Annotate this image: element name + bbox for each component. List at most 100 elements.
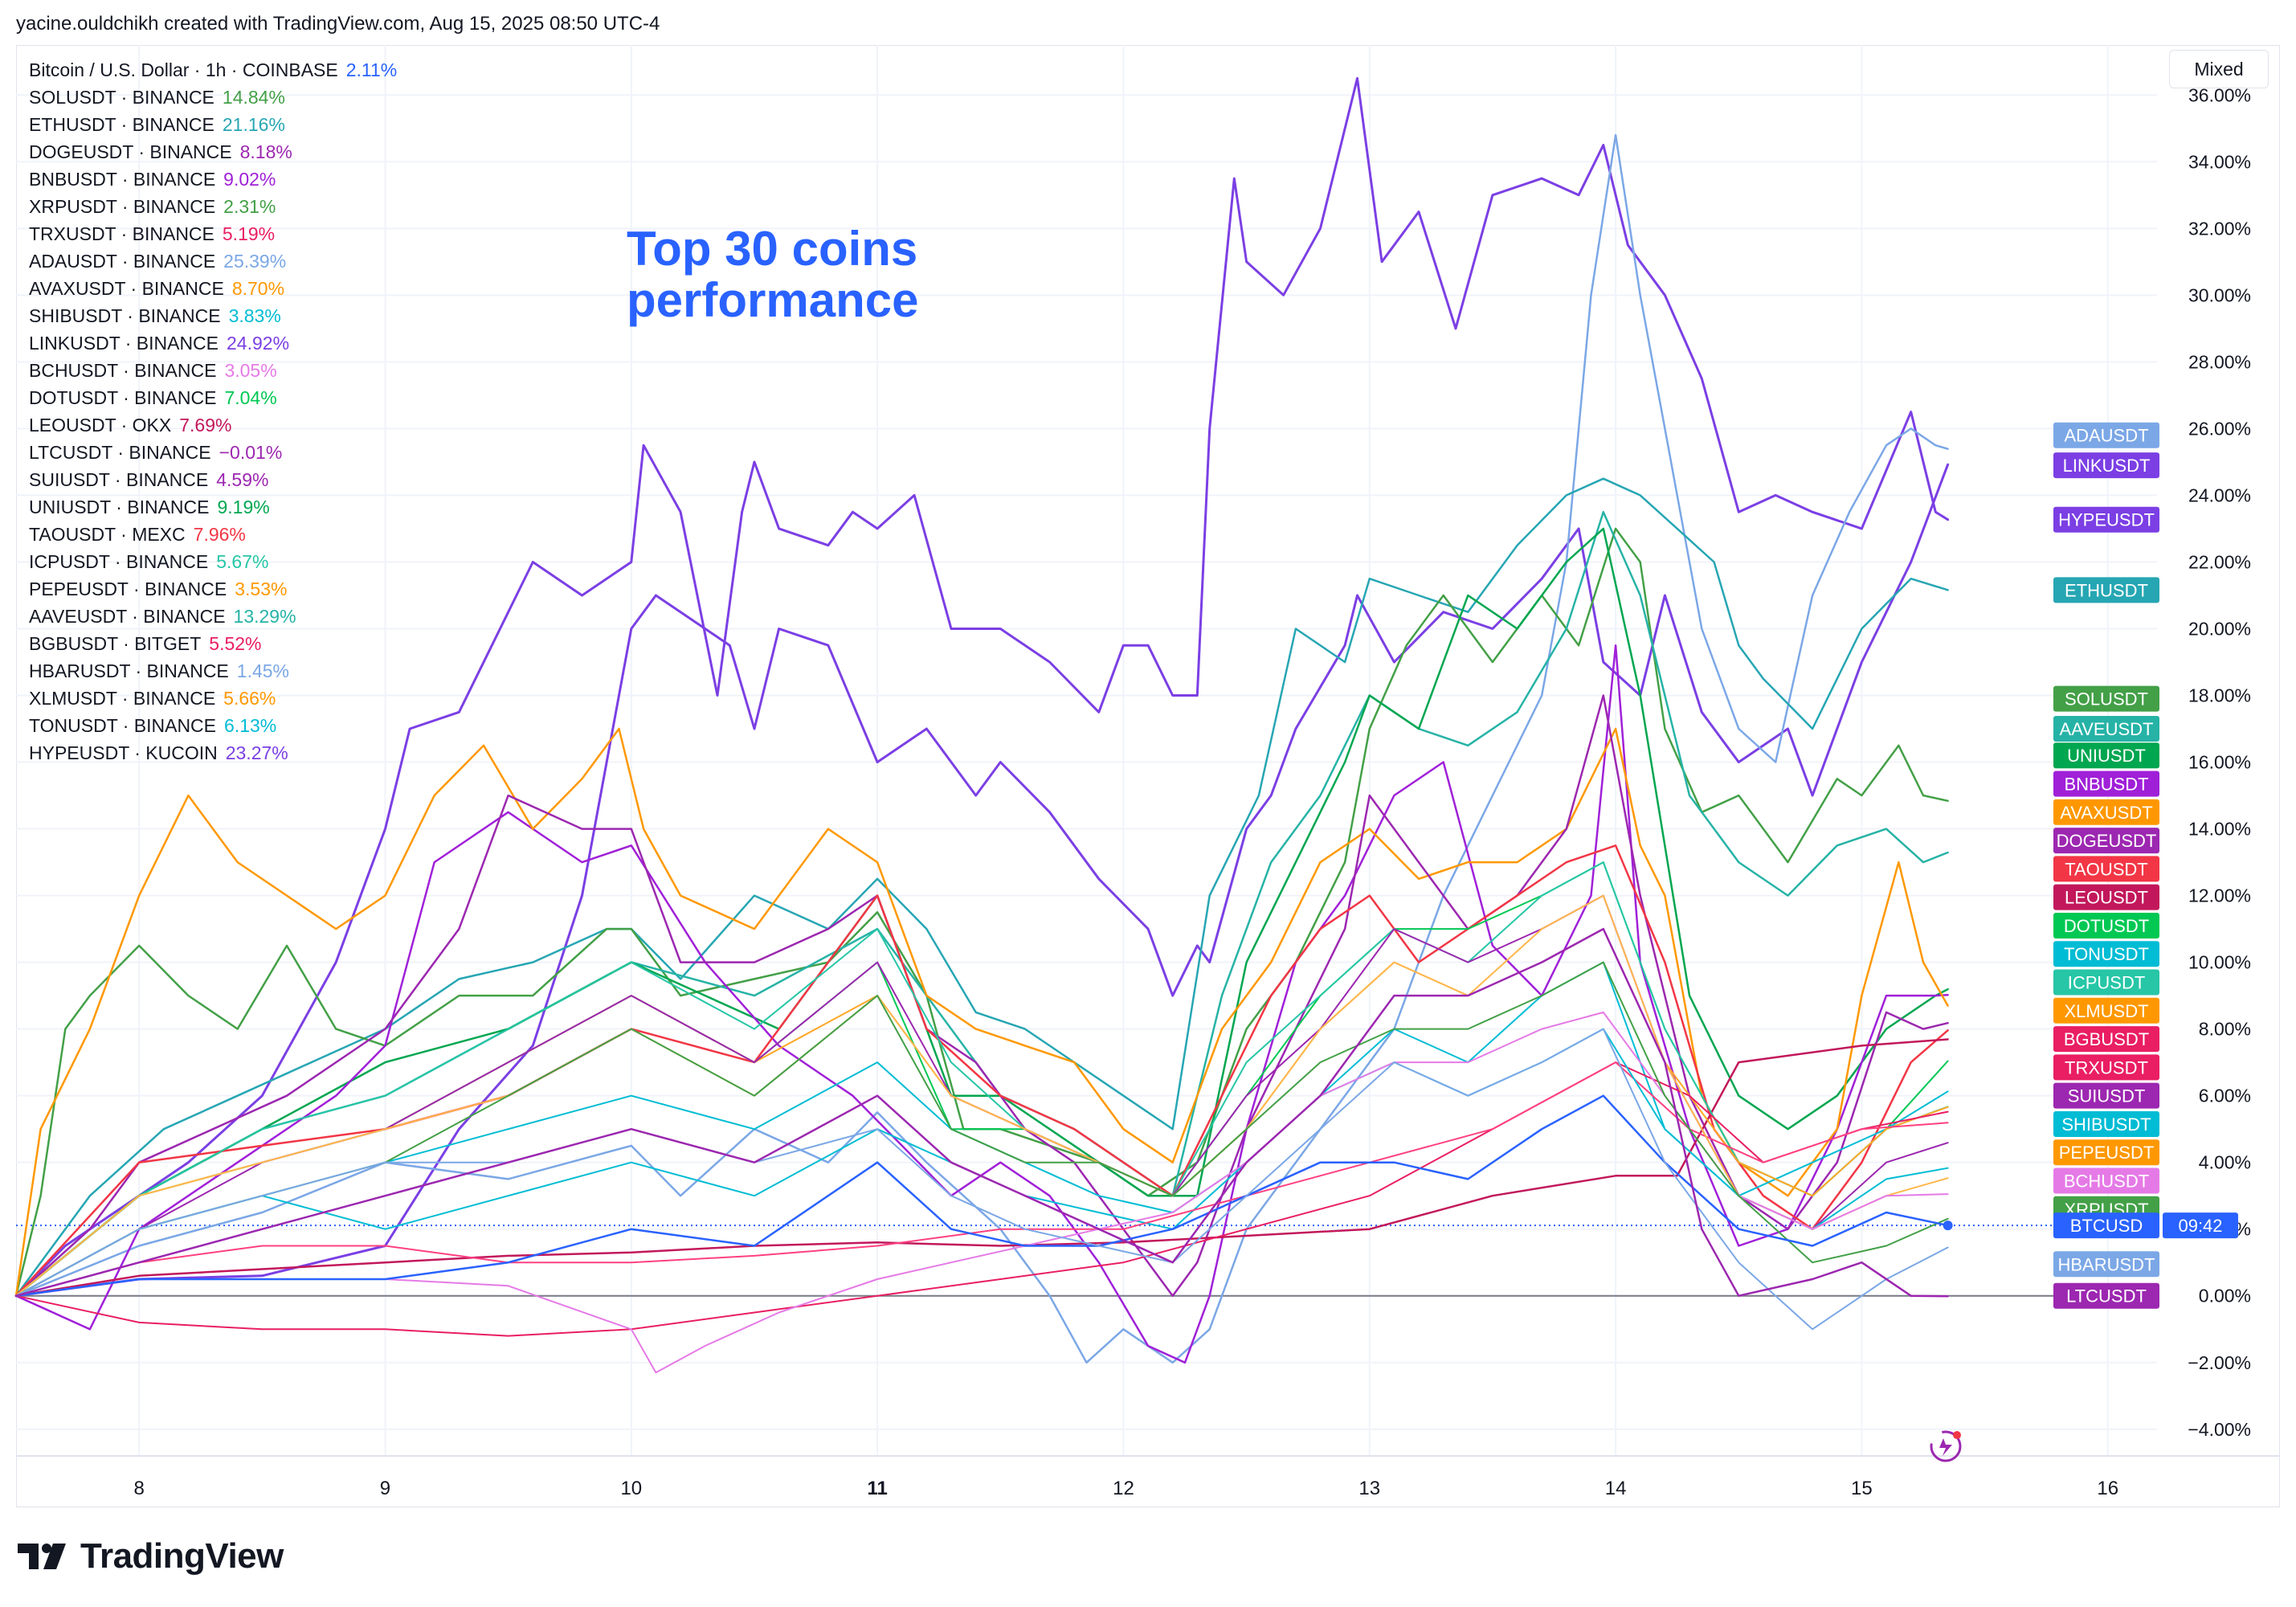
x-axis-tick-label: 9 [380,1478,390,1499]
legend-row[interactable]: XRPUSDT · BINANCE 2.31% [29,193,397,220]
legend-series-name: Bitcoin / U.S. Dollar · 1h · COINBASE [29,59,338,80]
legend-series-value: 24.92% [227,333,290,354]
price-scale-tag[interactable] [2053,884,2159,910]
price-scale-tag[interactable] [2053,799,2159,825]
legend-row[interactable]: PEPEUSDT · BINANCE 3.53% [29,575,397,603]
replay-icon[interactable] [1930,1430,1962,1462]
price-scale-tag[interactable] [2053,856,2159,882]
legend-series-value: 8.70% [231,278,285,299]
legend-series-value: 7.69% [179,415,232,435]
legend-series-name: LEOUSDT · OKX [29,415,172,435]
legend-series-name: SUIUSDT · BINANCE [29,469,209,490]
legend-series-value: 2.11% [345,59,398,80]
price-scale-tag[interactable] [2053,1251,2159,1278]
legend-row[interactable]: AAVEUSDT · BINANCE 13.29% [29,603,397,630]
price-scale-tag[interactable] [2053,422,2159,448]
legend-row[interactable]: BCHUSDT · BINANCE 3.05% [29,357,397,384]
price-scale-tag[interactable] [2053,1167,2159,1194]
scale-mode-button[interactable]: Mixed [2169,50,2269,88]
legend-row[interactable]: Bitcoin / U.S. Dollar · 1h · COINBASE 2.1… [29,56,397,84]
price-scale-tag-label: ICPUSDT [2068,973,2146,993]
legend-row[interactable]: HBARUSDT · BINANCE 1.45% [29,657,397,685]
price-scale-tag[interactable] [2053,1282,2159,1309]
legend-row[interactable]: HYPEUSDT · KUCOIN 23.27% [29,739,397,767]
bar-countdown-badge [2163,1212,2238,1239]
price-scale-tag[interactable] [2053,941,2159,967]
legend-series-value: 3.05% [224,360,277,381]
legend-row[interactable]: BGBUSDT · BITGET 5.52% [29,630,397,657]
series-line-avaxusdt[interactable] [14,727,1949,1297]
legend-row[interactable]: LINKUSDT · BINANCE 24.92% [29,329,397,357]
series-line-trxusdt[interactable] [15,1061,1949,1297]
series-line-hypeusdt[interactable] [14,77,1950,1298]
series-line-linkusdt[interactable] [14,463,1950,1298]
price-scale-tag[interactable] [2053,742,2159,769]
price-scale-tag[interactable] [2053,1082,2159,1109]
brand-name: TradingView [80,1536,284,1576]
legend-series-name: HBARUSDT · BINANCE [29,660,229,681]
series-line-ltcusdt[interactable] [14,927,1949,1298]
tradingview-logo[interactable]: TradingView [18,1536,284,1576]
x-axis-tick-label: 15 [1851,1478,1873,1499]
legend-series-name: ICPUSDT · BINANCE [29,551,209,572]
legend-row[interactable]: SOLUSDT · BINANCE 14.84% [29,84,397,111]
x-axis-tick-label: 12 [1113,1478,1134,1499]
series-line-bgbusdt[interactable] [15,1061,1949,1337]
y-axis-tick-label: 34.00% [2188,151,2251,172]
legend-row[interactable]: TONUSDT · BINANCE 6.13% [29,712,397,739]
price-scale-tag[interactable] [2053,1110,2159,1137]
price-scale-tag[interactable] [2053,716,2159,742]
price-scale-tag[interactable] [2053,997,2159,1024]
series-line-bchusdt[interactable] [15,1011,1949,1374]
price-scale-tag[interactable] [2053,506,2159,533]
price-scale-tag[interactable] [2053,1026,2159,1053]
series-line-ethusdt[interactable] [14,477,1949,1297]
legend-row[interactable]: LEOUSDT · OKX 7.69% [29,411,397,439]
price-scale-tag-label: BCHUSDT [2064,1172,2149,1192]
legend-row[interactable]: ICPUSDT · BINANCE 5.67% [29,548,397,575]
price-scale-tag[interactable] [2053,828,2159,854]
legend-series-value: 5.19% [222,223,276,244]
price-scale-tag[interactable] [2053,452,2159,479]
chart-text-annotation[interactable]: Top 30 coins performance [627,223,918,326]
price-scale-tag-label: DOTUSDT [2064,916,2149,936]
price-scale-tag[interactable] [2053,577,2159,603]
series-line-btcusd[interactable] [14,1094,1949,1297]
legend-row[interactable]: BNBUSDT · BINANCE 9.02% [29,166,397,193]
legend-series-value: −0.01% [219,442,283,463]
series-line-dogeusdt[interactable] [14,694,1949,1297]
price-scale-tag[interactable] [2053,1054,2159,1081]
annotation-line-1: Top 30 coins [627,222,918,276]
legend-row[interactable]: SHIBUSDT · BINANCE 3.83% [29,302,397,329]
series-line-hbarusdt[interactable] [15,1028,1949,1331]
legend-row[interactable]: DOGEUSDT · BINANCE 8.18% [29,138,397,166]
legend-row[interactable]: AVAXUSDT · BINANCE 8.70% [29,275,397,302]
price-scale-tag[interactable] [2053,771,2159,797]
legend-row[interactable]: TAOUSDT · MEXC 7.96% [29,521,397,548]
price-scale-tag[interactable] [2053,1139,2159,1166]
legend-row[interactable]: LTCUSDT · BINANCE −0.01% [29,439,397,466]
price-scale-tag[interactable] [2053,1212,2159,1239]
series-line-xrpusdt[interactable] [15,961,1949,1297]
price-scale-tag-label: BTCUSD [2070,1216,2143,1236]
legend-series-value: 9.19% [217,497,270,517]
price-scale-tag[interactable] [2053,969,2159,996]
legend-series-name: LTCUSDT · BINANCE [29,442,211,463]
chart-pane[interactable] [16,45,2280,1507]
legend-row[interactable]: XLMUSDT · BINANCE 5.66% [29,685,397,712]
legend-row[interactable]: DOTUSDT · BINANCE 7.04% [29,384,397,411]
y-axis-tick-label: 10.00% [2188,952,2251,973]
price-scale-tag[interactable] [2053,912,2159,938]
legend-row[interactable]: SUIUSDT · BINANCE 4.59% [29,466,397,493]
legend-series-value: 9.02% [223,169,276,190]
price-scale-tag[interactable] [2053,685,2159,712]
legend-row[interactable]: UNIUSDT · BINANCE 9.19% [29,493,397,521]
x-axis-tick-label: 14 [1605,1478,1627,1499]
legend-row[interactable]: ADAUSDT · BINANCE 25.39% [29,247,397,275]
series-line-leousdt[interactable] [14,1038,1949,1297]
series-line-bnbusdt[interactable] [14,644,1949,1364]
price-scale-tag-label: TRXUSDT [2065,1057,2148,1077]
legend-row[interactable]: TRXUSDT · BINANCE 5.19% [29,220,397,247]
legend-row[interactable]: ETHUSDT · BINANCE 21.16% [29,111,397,138]
